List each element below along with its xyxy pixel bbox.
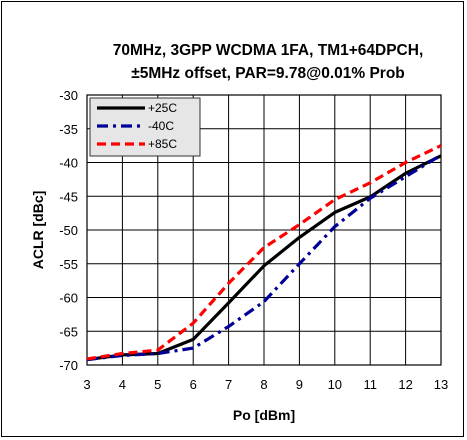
legend: +25C -40C +85C (89, 97, 201, 157)
x-tick-label: 12 (398, 377, 412, 392)
legend-label: +25C (148, 101, 177, 115)
chart-title-line-1: 70MHz, 3GPP WCDMA 1FA, TM1+64DPCH, (113, 42, 424, 59)
x-tick-label: 5 (154, 377, 161, 392)
x-tick-label: 4 (119, 377, 126, 392)
y-tick-label: -50 (59, 223, 78, 238)
y-tick-label: -35 (59, 122, 78, 137)
x-tick-label: 13 (434, 377, 448, 392)
y-tick-label: -55 (59, 257, 78, 272)
chart-title-line-2: ±5MHz offset, PAR=9.78@0.01% Prob (131, 65, 405, 82)
series-lines (86, 144, 442, 362)
legend-label: +85C (148, 137, 177, 151)
y-axis-title: ACLR [dBc] (30, 191, 46, 270)
x-tick-label: 8 (260, 377, 267, 392)
legend-label: -40C (148, 119, 174, 133)
x-axis-title: Po [dBm] (233, 407, 295, 423)
y-axis-ticks: -30 -35 -40 -45 -50 -55 -60 -65 -70 (59, 88, 78, 373)
x-tick-label: 6 (190, 377, 197, 392)
series-line-40c (86, 153, 442, 362)
y-tick-label: -60 (59, 291, 78, 306)
y-tick-label: -45 (59, 189, 78, 204)
x-tick-label: 9 (296, 377, 303, 392)
legend-items: +25C -40C +85C (97, 101, 177, 151)
plot-area (86, 94, 442, 366)
y-tick-label: -40 (59, 156, 78, 171)
y-tick-label: -30 (59, 88, 78, 103)
x-tick-label: 3 (83, 377, 90, 392)
series-line-25c (86, 154, 442, 362)
x-tick-label: 11 (363, 377, 377, 392)
x-tick-label: 10 (328, 377, 342, 392)
series-line-85c (86, 144, 442, 361)
x-axis-ticks: 3 4 5 6 7 8 9 10 11 12 13 (83, 377, 448, 392)
y-tick-label: -65 (59, 324, 78, 339)
x-tick-label: 7 (225, 377, 232, 392)
y-tick-label: -70 (59, 358, 78, 373)
